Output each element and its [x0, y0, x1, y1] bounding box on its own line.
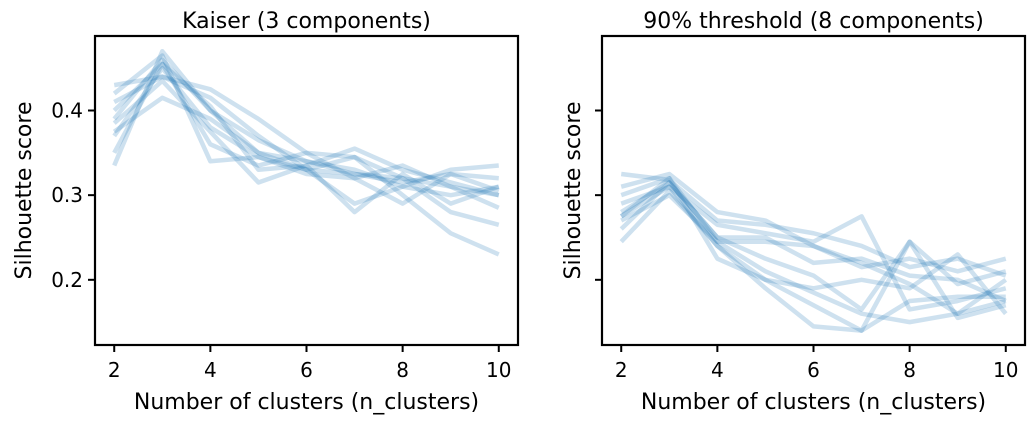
left-y-tick-label-0.3: 0.3 — [51, 183, 83, 207]
right-x-tick-label-4: 4 — [711, 358, 724, 382]
right-series-line-1 — [620, 171, 1007, 278]
right-series-line-7 — [619, 188, 1007, 333]
left-series-line-5 — [112, 48, 500, 198]
left-series-line-2 — [113, 74, 500, 198]
left-chart-title: Kaiser (3 components) — [182, 9, 431, 34]
left-x-axis-label: Number of clusters (n_clusters) — [134, 390, 479, 415]
left-x-tick-label-4: 4 — [204, 358, 217, 382]
right-y-axis-label: Silhouette score — [561, 102, 586, 280]
right-series-line-2 — [620, 171, 1008, 316]
left-x-tick-label-6: 6 — [300, 358, 313, 382]
left-x-tick-label-2: 2 — [108, 358, 121, 382]
right-chart-title: 90% threshold (8 components) — [643, 9, 984, 34]
left-series-line-4 — [112, 95, 499, 206]
right-series-line-6 — [619, 180, 1007, 312]
left-series-line-7 — [112, 65, 500, 227]
right-x-tick-label-2: 2 — [615, 358, 628, 382]
left-y-tick-label-0.2: 0.2 — [51, 268, 83, 292]
right-x-tick-label-8: 8 — [903, 358, 916, 382]
right-x-tick-label-6: 6 — [807, 358, 820, 382]
right-series-line-9 — [620, 184, 1006, 333]
left-y-axis-label: Silhouette score — [12, 102, 37, 280]
left-series-line-1 — [113, 74, 500, 210]
left-series-line-10 — [112, 78, 500, 198]
right-series-line-10 — [619, 175, 1008, 316]
right-series-line-8 — [620, 192, 1007, 325]
left-y-tick-label-0.4: 0.4 — [51, 98, 83, 122]
left-series-line-3 — [112, 57, 499, 185]
right-x-tick-label-10: 10 — [993, 358, 1018, 382]
right-series-line-5 — [620, 184, 1007, 312]
right-series-line-3 — [620, 175, 1007, 274]
right-x-axis-label: Number of clusters (n_clusters) — [641, 390, 986, 415]
left-series-line-6 — [112, 61, 500, 257]
left-series-line-9 — [112, 53, 500, 206]
left-series-line-8 — [112, 61, 500, 215]
right-chart-panel: 2 4 6 8 10 90% threshold (8 components) Number… — [561, 9, 1027, 415]
left-x-tick-label-10: 10 — [486, 358, 511, 382]
left-chart-panel: 2 4 6 8 10 0.2 0.3 0.4 Kaiser (3 components) Numb… — [12, 9, 520, 415]
right-series-line-4 — [620, 180, 1007, 304]
left-x-tick-label-8: 8 — [396, 358, 409, 382]
